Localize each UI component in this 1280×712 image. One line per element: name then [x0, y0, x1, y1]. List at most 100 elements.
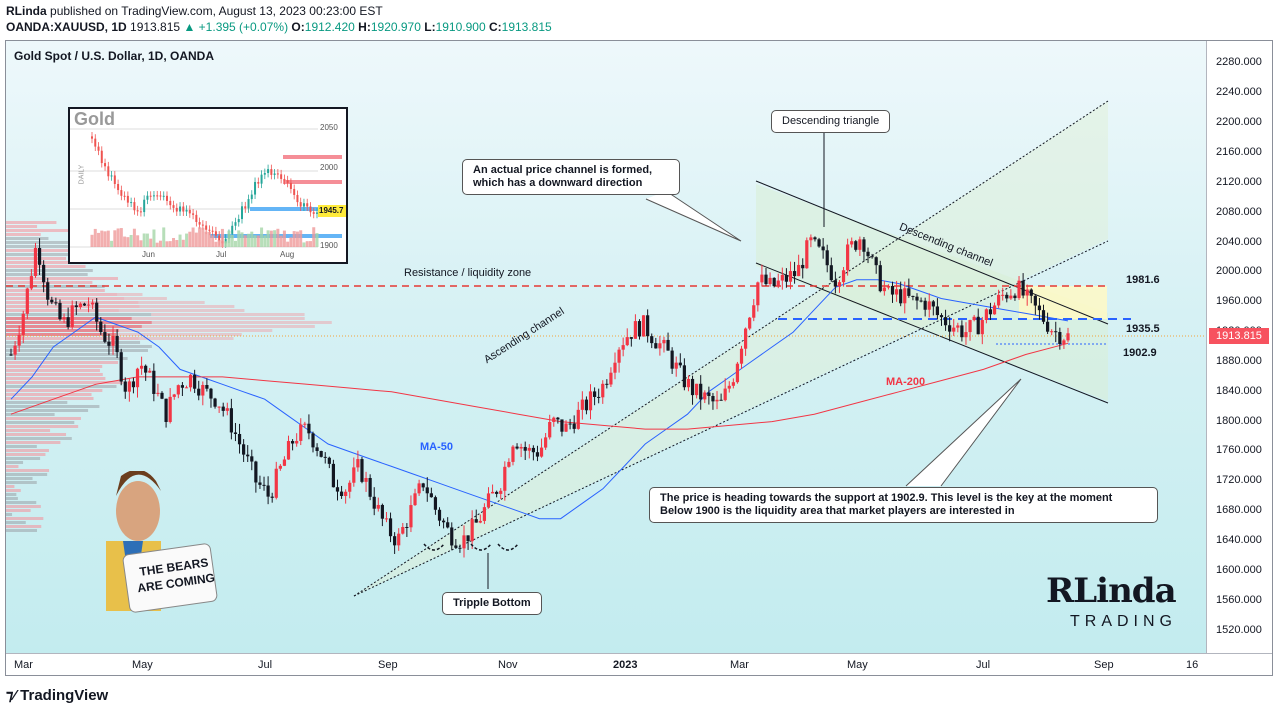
publish-info: RLinda published on TradingView.com, Aug…: [6, 4, 383, 18]
candle-body: [421, 483, 425, 488]
volume-profile-bar: [124, 297, 167, 300]
candle-body: [237, 433, 242, 445]
candle-body: [311, 433, 315, 448]
inset-volume-bar: [220, 228, 224, 247]
candle-body: [756, 282, 760, 306]
candle-body: [503, 466, 507, 491]
inset-candle-body: [100, 150, 103, 164]
candle-body: [890, 285, 895, 295]
inset-candle-body: [241, 206, 243, 220]
inset-candle-body: [133, 202, 136, 211]
candle-body: [605, 383, 609, 385]
meme-face: [116, 481, 160, 541]
candle-body: [821, 246, 825, 251]
candle-body: [992, 305, 997, 315]
candle-body: [54, 302, 58, 304]
descending-channel-upper[interactable]: [755, 180, 1109, 325]
inset-candle-body: [224, 238, 227, 244]
inset-volume-bar: [126, 237, 130, 247]
inset-candle-body: [159, 195, 162, 197]
inset-volume-bar: [224, 241, 228, 247]
inset-candle-body: [179, 206, 182, 212]
volume-profile-bar: [6, 389, 103, 392]
level-1981-label: 1981.6: [1126, 274, 1160, 286]
candle-body: [576, 409, 580, 429]
candles[interactable]: [9, 234, 1070, 558]
candle-body: [939, 315, 944, 318]
author-name[interactable]: RLinda: [6, 4, 47, 18]
inset-volume-bar: [305, 241, 309, 247]
volume-profile-bar: [6, 233, 41, 236]
candle-body: [335, 487, 340, 492]
volume-profile-bar: [117, 293, 143, 296]
candle-body: [801, 264, 805, 269]
candle-body: [960, 325, 964, 338]
candle-body: [727, 385, 731, 389]
inset-volume-bar: [158, 240, 162, 247]
inset-volume-bar: [276, 228, 280, 247]
volume-profile-bar: [6, 457, 41, 460]
candle-body: [319, 450, 323, 457]
inset-candle-body: [166, 195, 168, 201]
candle-body: [907, 288, 911, 296]
candle-body: [703, 392, 707, 400]
chart-frame[interactable]: Gold Spot / U.S. Dollar, 1D, OANDA Resis…: [5, 40, 1273, 676]
candle-body: [641, 315, 646, 337]
inset-candle-body: [312, 212, 315, 214]
volume-profile-bar: [6, 273, 88, 276]
candle-body: [197, 388, 201, 396]
y-tick: 2280.000: [1216, 56, 1262, 69]
candle-body: [95, 302, 99, 322]
volume-profile-bar: [6, 453, 46, 456]
candle-body: [784, 275, 789, 282]
y-tick: 1560.000: [1216, 593, 1262, 606]
candle-body: [882, 287, 886, 292]
volume-profile-bar: [151, 321, 332, 324]
inset-volume-bar: [302, 242, 306, 247]
inset-candle-body: [185, 209, 188, 212]
candle-body: [242, 444, 246, 455]
candle-body: [572, 423, 576, 429]
candle-body: [695, 383, 699, 396]
ma200-line[interactable]: [10, 342, 1069, 430]
candle-body: [103, 332, 107, 342]
inset-candle-body: [280, 174, 283, 179]
candle-body: [21, 313, 25, 335]
plot-area[interactable]: Gold Spot / U.S. Dollar, 1D, OANDA Resis…: [6, 41, 1206, 653]
candle-body: [1062, 340, 1066, 345]
low-value: 1910.900: [435, 20, 486, 34]
inset-volume-bar: [312, 227, 316, 247]
volume-profile-bar: [6, 473, 48, 476]
inset-volume-bar: [263, 235, 267, 247]
candle-body: [372, 496, 376, 509]
candle-body: [943, 317, 948, 326]
inset-candle-body: [143, 199, 146, 213]
ma50-line[interactable]: [10, 279, 1069, 520]
inset-candle-body: [91, 136, 93, 139]
inset-volume-bar: [292, 231, 296, 247]
candle-body: [739, 348, 744, 364]
inset-candle-body: [175, 207, 178, 212]
candle-body: [70, 305, 74, 327]
ascending-channel-lower[interactable]: [353, 240, 1109, 597]
inset-volume-bar: [194, 232, 198, 247]
candle-body: [250, 456, 254, 462]
volume-profile-bar: [6, 373, 103, 376]
candle-body: [899, 289, 903, 304]
inset-candle-body: [113, 175, 116, 185]
candle-body: [331, 463, 336, 488]
volume-profile-bar: [6, 401, 68, 404]
volume-profile-bar: [6, 313, 152, 316]
tradingview-footer[interactable]: ⁊⁄ TradingView: [6, 686, 108, 704]
inset-candle-body: [104, 163, 107, 167]
candle-body: [515, 446, 519, 449]
candle-body: [397, 533, 401, 546]
inset-candle-body: [286, 180, 289, 183]
candle-body: [111, 335, 115, 346]
price-chart[interactable]: [6, 41, 1206, 653]
inset-volume-bar: [116, 228, 120, 247]
time-axis[interactable]: [6, 653, 1272, 675]
y-tick: 1960.000: [1216, 295, 1262, 308]
price-axis[interactable]: [1206, 41, 1272, 653]
volume-profile-bar: [118, 309, 245, 312]
